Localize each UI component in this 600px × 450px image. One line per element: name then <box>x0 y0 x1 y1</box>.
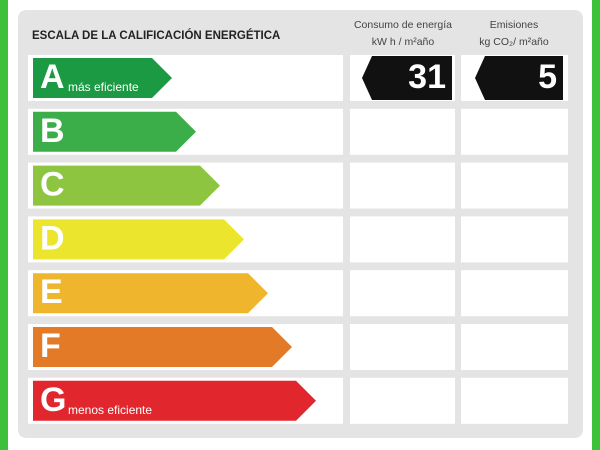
rating-arrow <box>33 58 172 98</box>
consumption-cell <box>350 216 455 263</box>
consumption-cell <box>350 270 455 317</box>
emissions-badge <box>475 56 563 100</box>
rating-letter: A <box>40 58 65 96</box>
border-left <box>0 0 8 450</box>
emissions-cell <box>461 270 568 317</box>
emissions-cell <box>461 216 568 263</box>
rating-letter: G <box>40 381 66 419</box>
rating-arrow <box>33 165 220 206</box>
rating-arrow <box>33 219 244 260</box>
rating-arrow <box>33 273 268 314</box>
rating-arrow <box>33 327 292 367</box>
consumption-cell <box>350 162 455 209</box>
emissions-unit: kg CO₂/ m²año <box>479 36 549 48</box>
rating-caption: más eficiente <box>68 80 139 94</box>
rating-letter: C <box>40 166 65 204</box>
title: ESCALA DE LA CALIFICACIÓN ENERGÉTICA <box>32 29 280 42</box>
rating-letter: E <box>40 273 63 311</box>
rating-letter: B <box>40 112 65 150</box>
consumption-value: 31 <box>408 58 446 96</box>
emissions-cell <box>461 162 568 209</box>
consumption-cell <box>350 108 455 155</box>
rating-arrow <box>33 380 316 421</box>
rating-letter: D <box>40 219 65 257</box>
emissions-cell <box>461 377 568 424</box>
consumption-badge <box>362 56 452 100</box>
emissions-cell <box>461 324 568 370</box>
consumption-cell <box>350 377 455 424</box>
consumption-label: Consumo de energía <box>354 19 452 31</box>
consumption-unit: kW h / m²año <box>372 36 435 48</box>
emissions-cell <box>461 108 568 155</box>
border-right <box>592 0 600 450</box>
emissions-label: Emisiones <box>490 19 538 31</box>
consumption-cell <box>350 324 455 370</box>
rating-arrow <box>33 111 196 152</box>
emissions-value: 5 <box>538 58 557 96</box>
rating-caption: menos eficiente <box>68 403 152 417</box>
rating-letter: F <box>40 327 61 365</box>
